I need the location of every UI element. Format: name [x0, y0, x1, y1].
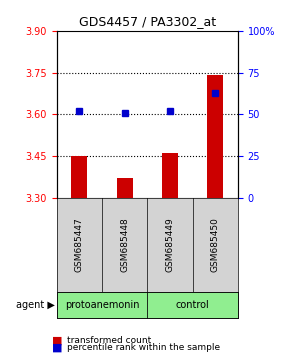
Bar: [71, 156, 87, 198]
Text: GSM685449: GSM685449: [165, 218, 174, 272]
Text: agent ▶: agent ▶: [16, 300, 55, 310]
Bar: [117, 178, 133, 198]
Bar: [162, 153, 178, 198]
Text: transformed count: transformed count: [67, 336, 151, 345]
Text: GSM685450: GSM685450: [211, 218, 220, 273]
Text: control: control: [176, 300, 209, 310]
Text: GSM685448: GSM685448: [120, 218, 129, 272]
FancyBboxPatch shape: [57, 292, 147, 318]
FancyBboxPatch shape: [147, 292, 238, 318]
Text: protoanemonin: protoanemonin: [65, 300, 139, 310]
Text: GSM685447: GSM685447: [75, 218, 84, 272]
Bar: [207, 75, 223, 198]
Text: ■: ■: [52, 342, 63, 352]
Text: percentile rank within the sample: percentile rank within the sample: [67, 343, 220, 352]
Text: ■: ■: [52, 335, 63, 345]
Title: GDS4457 / PA3302_at: GDS4457 / PA3302_at: [79, 15, 216, 28]
